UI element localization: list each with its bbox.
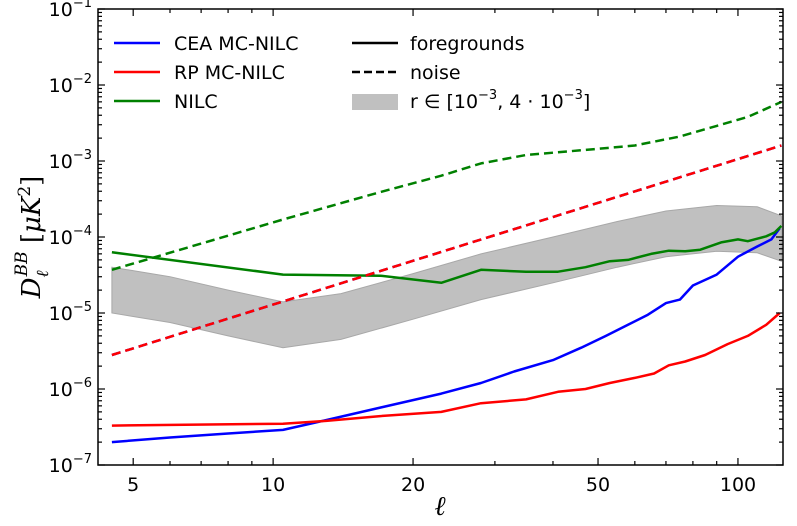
x-tick-label-50: 50 bbox=[586, 474, 610, 496]
r-range-band bbox=[111, 204, 782, 349]
legend-label-rp: RP MC-NILC bbox=[174, 62, 285, 84]
x-axis-title: ℓ bbox=[434, 491, 446, 522]
legend-label-noise: noise bbox=[410, 62, 461, 84]
tick-layer bbox=[98, 8, 783, 466]
x-tick-label-5: 5 bbox=[127, 474, 139, 496]
y-tick-label-1e-3: 10−3 bbox=[49, 148, 92, 173]
legend-label-cea: CEA MC-NILC bbox=[174, 33, 299, 55]
legend-label-band: r ∈ [10−3, 4 · 10−3] bbox=[410, 88, 590, 113]
legend-swatch-band bbox=[352, 94, 398, 110]
y-tick-label-1e-2: 10−2 bbox=[49, 72, 92, 97]
x-tick-label-20: 20 bbox=[401, 474, 425, 496]
legend-label-foregrounds: foregrounds bbox=[410, 33, 525, 55]
y-tick-labels: 10−7 10−6 10−5 10−4 10−3 10−2 10−1 bbox=[49, 0, 92, 477]
series-rp-mc-nilc-foregrounds bbox=[111, 312, 781, 427]
y-tick-label-1e-7: 10−7 bbox=[49, 452, 92, 477]
y-tick-label-1e-4: 10−4 bbox=[49, 224, 92, 249]
y-tick-label-1e-6: 10−6 bbox=[49, 376, 92, 401]
series-rp-mc-nilc-noise bbox=[111, 144, 782, 357]
x-tick-labels: 5 10 20 50 100 bbox=[127, 474, 756, 496]
band-layer bbox=[111, 204, 782, 349]
legend: CEA MC-NILC RP MC-NILC NILC foregrounds … bbox=[114, 33, 590, 113]
legend-label-nilc: NILC bbox=[174, 91, 218, 113]
series-layer bbox=[111, 100, 783, 444]
x-tick-label-10: 10 bbox=[261, 474, 285, 496]
y-tick-label-1e-1: 10−1 bbox=[49, 0, 92, 21]
y-tick-label-1e-5: 10−5 bbox=[49, 300, 92, 325]
y-axis-title: DℓBB [μK2] bbox=[12, 176, 53, 300]
series-cea-mc-nilc-foregrounds bbox=[111, 227, 781, 444]
x-tick-label-100: 100 bbox=[720, 474, 756, 496]
series-nilc-foregrounds bbox=[111, 225, 783, 285]
